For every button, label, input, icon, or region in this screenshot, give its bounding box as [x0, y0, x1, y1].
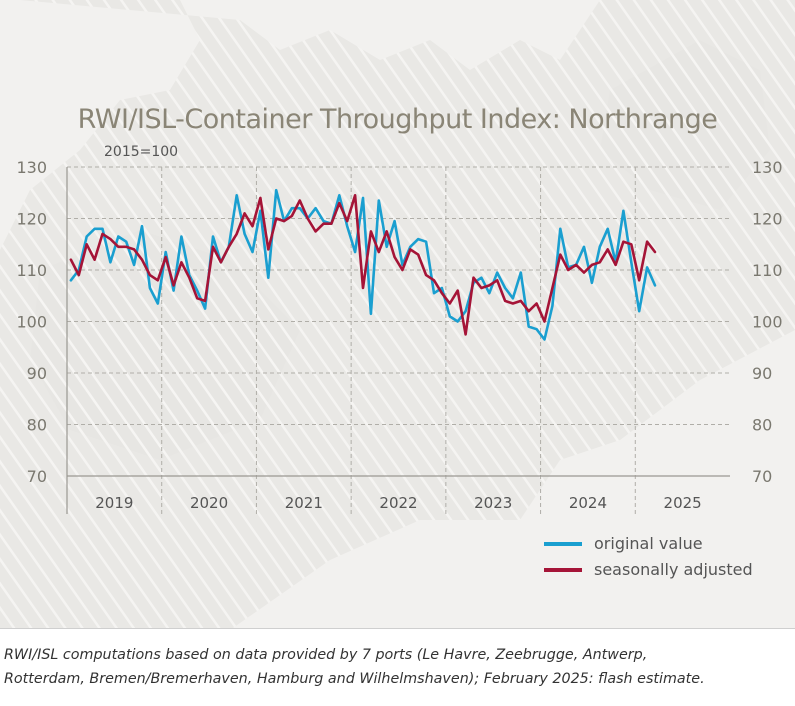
chart-figure: 70 70 80 80 90 90 100 100 110 110 120 120 130 130 2019…: [0, 0, 795, 628]
y-tick-label-left: 120: [16, 210, 47, 229]
chart-title: RWI/ISL-Container Throughput Index: Nort…: [77, 104, 718, 135]
chart-svg: 70 70 80 80 90 90 100 100 110 110 120 120 130 130 2019…: [16, 158, 783, 514]
x-tick-label: 2023: [474, 494, 512, 512]
y-tick-label-right: 120: [752, 210, 783, 229]
series-line-seasonal: [69, 194, 657, 336]
y-tick-label-left: 110: [16, 261, 47, 280]
y-tick-label-left: 100: [16, 313, 47, 332]
y-tick-label-right: 80: [752, 416, 772, 435]
source-footer: RWI/ISL computations based on data provi…: [0, 628, 795, 706]
chart-subtitle: 2015=100: [104, 144, 179, 160]
footer-line-2: Rotterdam, Bremen/Bremerhaven, Hamburg a…: [4, 671, 705, 687]
background-map: [0, 0, 795, 628]
legend-label-original: original value: [594, 534, 703, 553]
x-tick-label: 2021: [285, 494, 323, 512]
y-tick-label-right: 90: [752, 364, 772, 383]
y-tick-label-right: 110: [752, 261, 783, 280]
legend-label-seasonal: seasonally adjusted: [594, 560, 753, 579]
y-tick-label-right: 130: [752, 158, 783, 177]
legend-swatch-seasonal: [544, 568, 582, 572]
legend-swatch-original: [544, 542, 582, 546]
y-tick-label-right: 70: [752, 467, 772, 486]
landmass-shape: [0, 0, 795, 628]
x-tick-label: 2024: [569, 494, 607, 512]
y-tick-label-left: 80: [27, 416, 47, 435]
y-tick-label-left: 90: [27, 364, 47, 383]
x-tick-label: 2020: [190, 494, 228, 512]
x-tick-label: 2022: [379, 494, 417, 512]
footer-line-1: RWI/ISL computations based on data provi…: [4, 647, 648, 663]
y-tick-label-right: 100: [752, 313, 783, 332]
y-tick-label-left: 70: [27, 467, 47, 486]
x-tick-label: 2019: [95, 494, 133, 512]
y-tick-label-left: 130: [16, 158, 47, 177]
x-tick-label: 2025: [664, 494, 702, 512]
landmass-shape: [30, 230, 300, 460]
series-line-original: [69, 188, 657, 341]
